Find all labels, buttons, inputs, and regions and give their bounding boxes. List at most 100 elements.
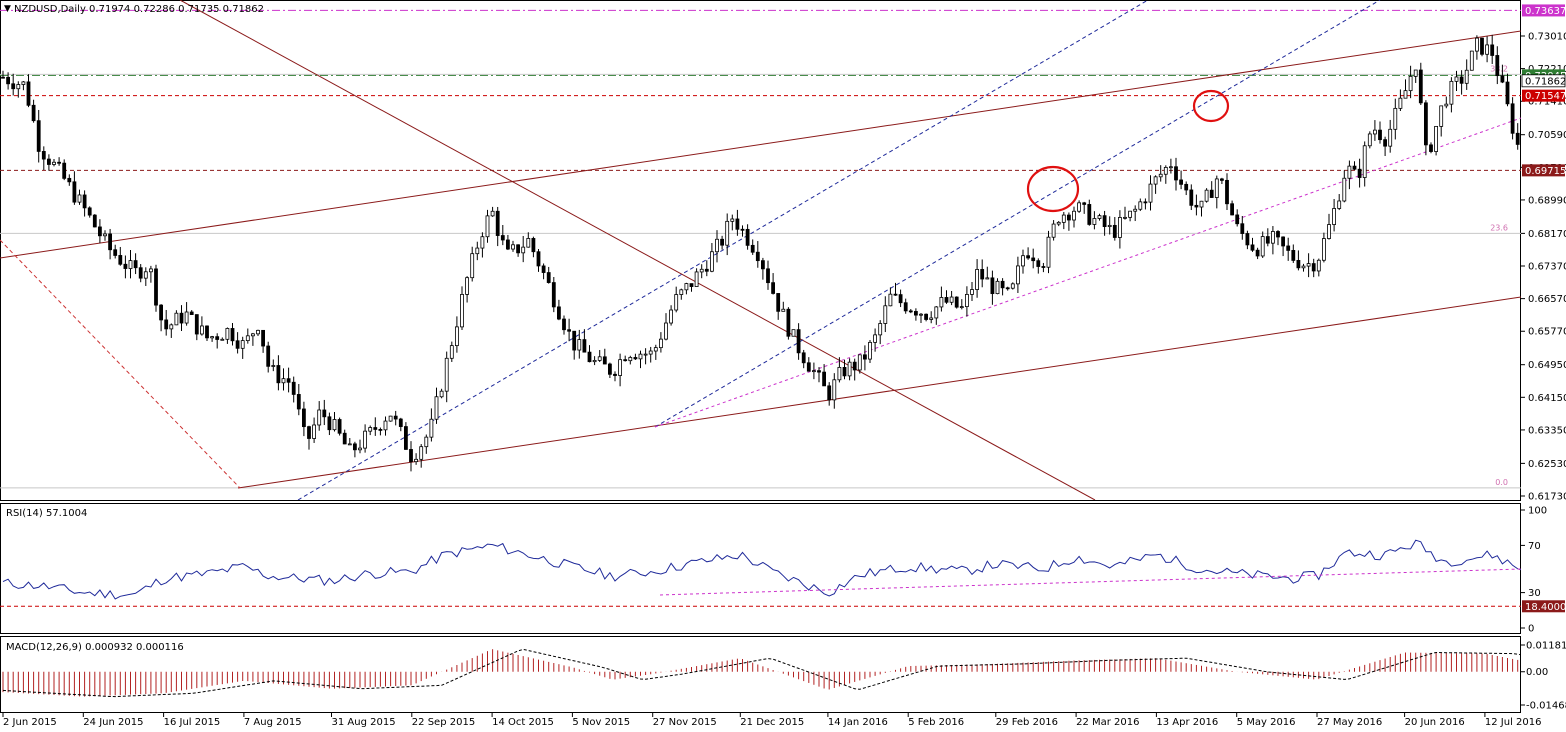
candle-body-19 [98,226,102,237]
candle-body-127 [648,350,653,355]
candle-body-134 [684,283,689,291]
price-label-2: 0.71862 [1525,76,1566,87]
candle-body-185 [944,297,949,303]
candle-body-247 [1260,236,1265,257]
macd-tick-label-1: 0.00 [1526,667,1548,678]
candle-body-224 [1143,201,1148,204]
main-panel-frame [0,0,1521,501]
candle-body-16 [82,194,87,209]
candle-body-91 [465,277,470,295]
candle-body-191 [975,269,979,290]
x-tick-label-18: 12 Jul 2016 [1485,717,1542,728]
fib-label-2: 0.0 [1495,478,1508,487]
trendlines [0,0,1521,500]
candle-body-236 [1204,189,1209,202]
candle-body-126 [643,353,648,356]
candle-body-295 [1505,81,1510,105]
candle-body-110 [562,318,566,331]
candle-body-214 [1092,218,1097,225]
candle-body-160 [817,370,821,373]
candle-body-188 [959,306,964,309]
candle-body-51 [261,329,266,347]
candle-body-202 [1031,257,1036,262]
candle-body-11 [57,161,61,164]
candle-body-100 [511,244,515,250]
price-label-4: 0.69715 [1525,166,1566,177]
candle-body-258 [1316,259,1321,272]
x-tick-label-16: 27 May 2016 [1317,717,1382,728]
candle-body-205 [1046,236,1051,268]
candle-body-36 [184,311,189,324]
candle-body-155 [791,329,796,337]
trendline-descending [179,0,1096,500]
candle-body-168 [857,354,862,371]
x-tick-label-2: 16 Jul 2015 [164,717,221,728]
candle-body-124 [633,357,638,360]
channel-upper [297,0,1149,500]
candle-body-152 [776,293,781,312]
candle-body-199 [1016,265,1020,285]
candle-body-262 [1337,200,1342,209]
support-pink-dashed [654,117,1521,428]
macd-panel-frame [0,636,1521,713]
candle-body-157 [801,352,806,364]
candle-body-80 [409,449,413,463]
candle-body-244 [1245,233,1250,246]
candle-body-256 [1306,263,1311,267]
candle-body-21 [108,233,112,251]
candle-body-221 [1128,210,1132,218]
candle-body-216 [1102,215,1107,228]
y-tick-label-11: 0.64150 [1528,393,1566,404]
candle-body-66 [337,419,342,434]
candle-body-37 [189,311,194,315]
candle-body-109 [557,306,561,320]
candle-body-272 [1388,128,1393,147]
candle-body-140 [715,238,719,253]
candle-body-250 [1276,231,1280,238]
candle-body-97 [495,210,500,236]
candle-body-147 [750,244,755,253]
candle-body-223 [1138,201,1143,210]
candle-body-6 [31,104,36,122]
candle-body-107 [546,272,551,283]
candle-body-293 [1495,55,1500,77]
candle-body-136 [694,271,699,287]
candle-body-193 [985,277,990,280]
candle-body-302 [1542,152,1545,160]
candle-body-220 [1123,216,1127,219]
candle-body-181 [924,313,928,320]
candle-body-171 [873,334,877,343]
candle-body-240 [1225,179,1229,205]
chart-header-arrow[interactable]: ▼ [4,4,11,14]
candle-body-287 [1464,69,1469,84]
candle-body-246 [1255,249,1260,257]
candle-body-73 [373,427,378,430]
candle-body-0 [1,76,5,79]
candle-body-120 [613,373,617,376]
candle-body-286 [1459,76,1464,84]
candle-body-42 [215,336,220,340]
candle-body-167 [852,361,857,371]
candle-body-169 [863,354,867,360]
candle-body-101 [516,244,520,254]
y-tick-label-14: 0.61730 [1528,492,1566,503]
candle-body-222 [1133,208,1138,212]
candle-body-102 [521,246,526,254]
candle-body-162 [827,385,832,401]
candle-body-105 [536,251,541,267]
candle-body-108 [551,282,556,308]
candle-body-288 [1469,50,1474,71]
candle-body-234 [1194,204,1199,208]
candle-body-177 [903,302,908,312]
candle-body-85 [434,396,439,420]
candle-body-96 [490,210,495,217]
candle-body-40 [205,325,209,339]
candle-body-14 [72,181,77,203]
candle-body-281 [1434,125,1438,152]
candle-body-245 [1250,244,1255,251]
candle-body-213 [1087,204,1092,225]
candle-body-237 [1209,189,1214,198]
y-tick-label-6: 0.68170 [1528,229,1566,240]
candle-body-92 [470,253,475,279]
candle-body-156 [796,329,801,354]
